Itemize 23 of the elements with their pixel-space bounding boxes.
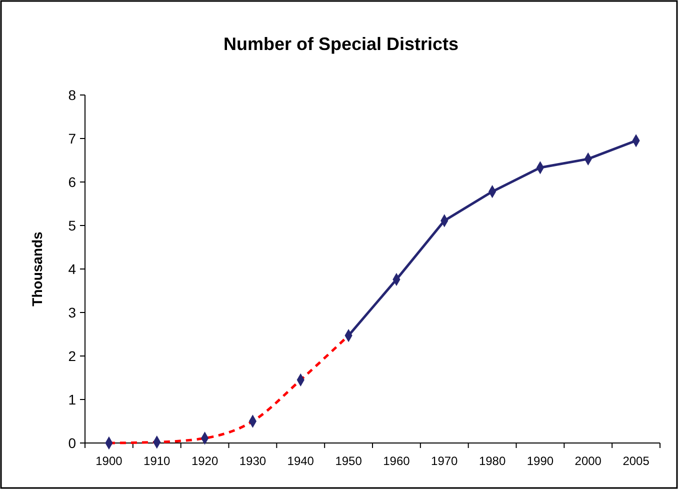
x-tick-label: 1920 (191, 454, 218, 468)
y-tick-label: 5 (68, 217, 76, 234)
x-tick-label: 1930 (239, 454, 266, 468)
y-tick-label: 8 (68, 86, 76, 103)
x-tick-label: 2005 (622, 454, 650, 468)
x-tick-label: 1970 (431, 454, 458, 468)
chart-title: Number of Special Districts (223, 34, 459, 54)
x-tick-label: 2000 (574, 454, 602, 468)
x-tick-label: 1910 (144, 454, 171, 468)
x-tick-label: 1950 (335, 454, 362, 468)
y-tick-label: 6 (68, 174, 76, 190)
x-tick-label: 1960 (383, 454, 410, 468)
x-tick-label: 1990 (526, 454, 554, 468)
y-tick-label: 1 (68, 391, 76, 408)
x-tick-label: 1900 (96, 454, 123, 468)
y-tick-label: 2 (68, 348, 76, 364)
y-tick-label: 4 (68, 260, 76, 277)
y-axis-title: Thousands (29, 231, 45, 306)
y-tick-label: 7 (68, 130, 76, 146)
y-tick-label: 3 (68, 304, 76, 320)
y-tick-label: 0 (68, 434, 76, 451)
x-tick-label: 1940 (287, 454, 314, 468)
x-tick-label: 1980 (478, 454, 506, 468)
